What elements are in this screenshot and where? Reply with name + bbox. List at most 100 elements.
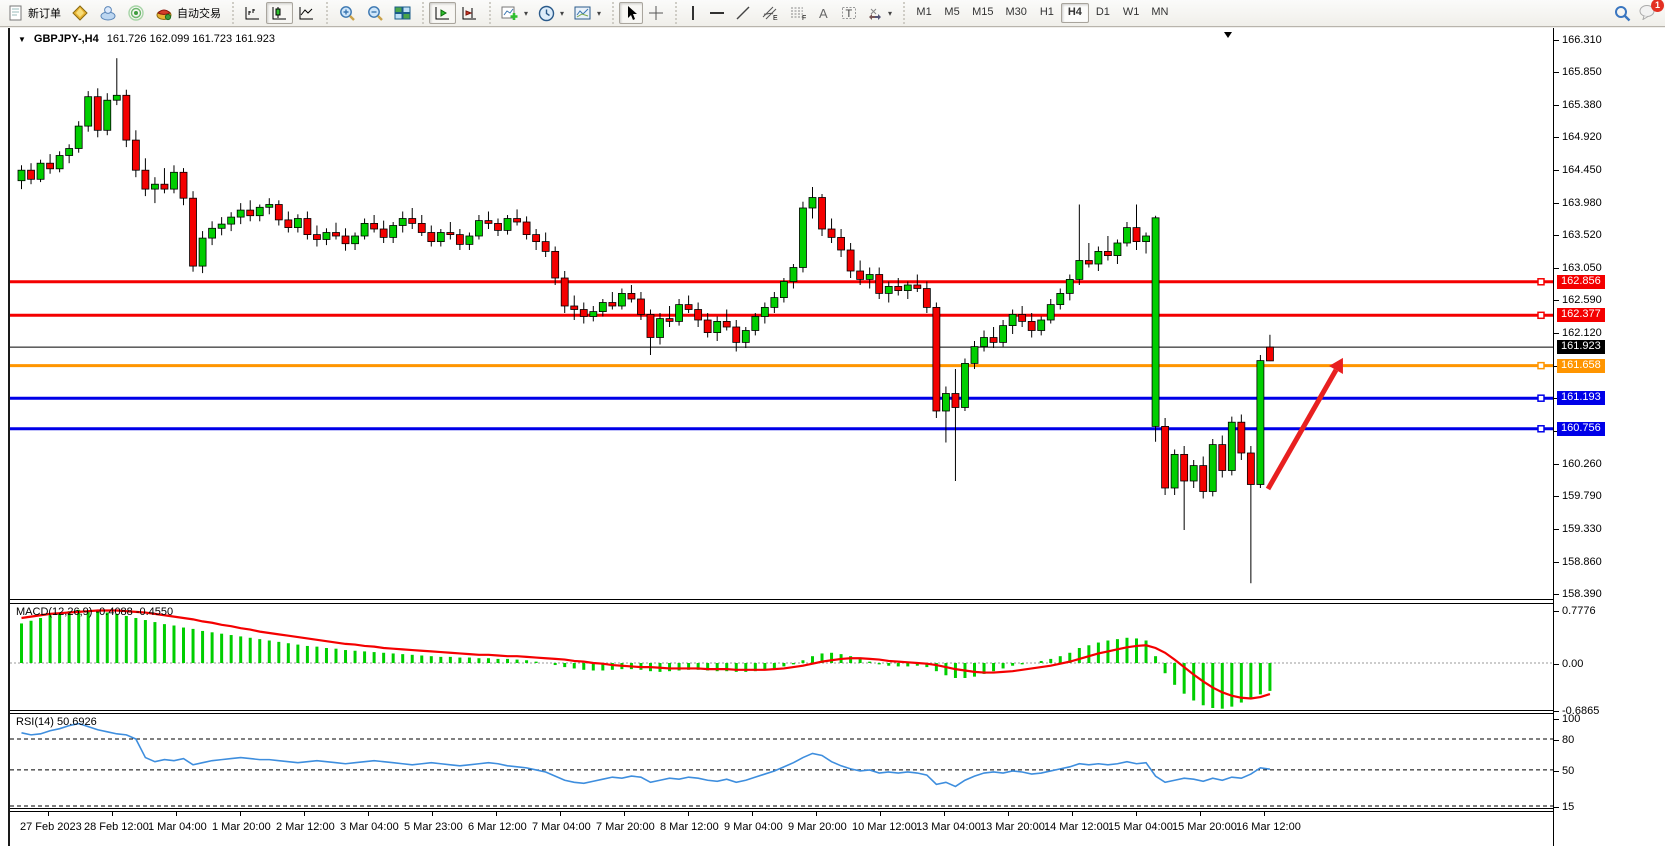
candle <box>303 218 312 236</box>
gold-gem-button[interactable] <box>66 2 94 24</box>
candle <box>598 302 607 312</box>
bar-chart-icon <box>245 7 259 20</box>
time-tick <box>944 812 945 816</box>
candle <box>1227 421 1236 471</box>
chart-shift-button[interactable] <box>456 2 483 24</box>
cursor-button[interactable] <box>619 2 644 24</box>
axis-tick-mark <box>1554 105 1559 107</box>
new-order-button[interactable]: 新订单 <box>3 2 66 24</box>
candle <box>1104 250 1112 256</box>
crosshair-button[interactable] <box>643 2 669 24</box>
timeframe-w1[interactable]: W1 <box>1122 6 1140 18</box>
time-label: 27 Feb 2023 <box>20 821 82 833</box>
timeframe-m30[interactable]: M30 <box>1005 6 1027 18</box>
bar-chart-button[interactable] <box>239 2 266 24</box>
zoom-in-button[interactable] <box>333 2 361 24</box>
trend-arrow[interactable] <box>1265 368 1339 491</box>
axis-tick-label: 80 <box>1562 734 1575 746</box>
text-label-button[interactable]: T <box>836 2 862 24</box>
search-icon[interactable] <box>1614 5 1631 22</box>
channel-button[interactable]: E <box>756 2 784 24</box>
chat-button[interactable]: 1 <box>1639 0 1664 23</box>
candlestick-chart[interactable] <box>10 29 1553 599</box>
template-button[interactable]: ▾ <box>569 2 606 24</box>
candle <box>236 209 245 218</box>
hline-handle[interactable] <box>1537 311 1545 320</box>
fibonacci-button[interactable]: F <box>784 2 812 24</box>
candle <box>503 218 512 231</box>
arrows-shapes-button[interactable]: ▾ <box>862 2 897 24</box>
chart-shift-icon <box>462 7 476 20</box>
chevron-down-icon: ▾ <box>560 8 565 18</box>
axis-tick-label: 100 <box>1562 713 1581 726</box>
time-tick <box>1136 812 1137 816</box>
profile-button[interactable] <box>94 2 122 24</box>
candle <box>36 162 45 180</box>
candle <box>656 318 664 338</box>
chevron-down-icon: ▾ <box>888 8 893 18</box>
candle <box>875 274 884 294</box>
candle <box>579 309 588 317</box>
candle <box>341 235 350 245</box>
text-button[interactable]: A <box>812 2 836 24</box>
indicators-button[interactable]: ▾ <box>496 2 533 24</box>
timeframe-m15[interactable]: M15 <box>972 6 994 18</box>
vertical-line-button[interactable] <box>682 2 704 24</box>
candle <box>818 197 826 230</box>
chevron-down-icon[interactable]: ▼ <box>18 34 26 44</box>
candle <box>789 267 798 282</box>
candle <box>1151 217 1160 427</box>
axis-tick-mark <box>1554 528 1559 530</box>
axis-tick-label: 159.330 <box>1562 522 1602 535</box>
candle <box>1065 278 1074 294</box>
gold-gem-icon <box>72 5 88 21</box>
candle <box>179 171 188 199</box>
macd-pane[interactable]: MACD(12,26,9) -0.4088 -0.4550 <box>10 603 1553 711</box>
candle <box>732 326 741 343</box>
timeframe-h4[interactable]: H4 <box>1060 3 1089 23</box>
price-pane[interactable]: ▼ GBPJPY-,H4 161.726 162.099 161.723 161… <box>10 29 1553 600</box>
candle <box>703 319 712 334</box>
time-tick <box>560 812 561 816</box>
candle <box>999 325 1007 343</box>
hline-handle[interactable] <box>1537 425 1545 433</box>
svg-text:E: E <box>773 15 778 21</box>
candle <box>170 171 178 190</box>
period-button[interactable]: ▾ <box>533 2 569 24</box>
rsi-pane[interactable]: RSI(14) 50.6926 <box>10 713 1553 809</box>
tile-windows-button[interactable] <box>389 2 416 24</box>
candle <box>217 223 226 229</box>
time-label: 6 Mar 12:00 <box>468 821 527 833</box>
hline-handle[interactable] <box>1537 394 1545 402</box>
hline-handle[interactable] <box>1537 361 1545 370</box>
axis-tick-label: 163.980 <box>1562 197 1602 210</box>
timeframe-h1[interactable]: H1 <box>1039 6 1054 18</box>
signal-button[interactable] <box>122 2 150 24</box>
auto-trading-button[interactable]: 自动交易 <box>150 2 226 24</box>
timeframe-d1[interactable]: D1 <box>1095 6 1110 18</box>
auto-trading-label: 自动交易 <box>177 8 221 20</box>
hline-handle[interactable] <box>1537 278 1545 286</box>
fibonacci-icon: F <box>791 7 806 21</box>
timeframe-m5[interactable]: M5 <box>944 6 960 18</box>
timeframe-m1[interactable]: M1 <box>916 6 932 18</box>
candle <box>865 274 874 280</box>
chart-title: ▼ GBPJPY-,H4 161.726 162.099 161.723 161… <box>18 33 275 45</box>
candle <box>694 309 703 321</box>
zoom-out-button[interactable] <box>361 2 389 24</box>
horizontal-line-button[interactable] <box>704 2 730 24</box>
axis-tick-label: 162.120 <box>1562 327 1602 340</box>
price-axis[interactable]: 166.310 165.850 165.380 164.920 164.450 163.9… <box>1553 28 1665 846</box>
line-chart-button[interactable] <box>293 2 320 24</box>
trendline-button[interactable] <box>730 2 756 24</box>
time-axis[interactable]: 27 Feb 2023 28 Feb 12:00 1 Mar 04:00 1 Mar … <box>10 811 1553 846</box>
candlestick-chart-button[interactable] <box>266 2 293 24</box>
auto-scroll-button[interactable] <box>429 2 456 24</box>
chart-shift-marker[interactable] <box>1224 32 1232 38</box>
candle <box>1046 304 1055 321</box>
candle <box>1056 292 1065 305</box>
axis-tick-label: -0.6865 <box>1562 704 1600 717</box>
candle <box>1170 453 1179 489</box>
timeframe-mn[interactable]: MN <box>1151 6 1169 18</box>
candle <box>389 225 398 238</box>
